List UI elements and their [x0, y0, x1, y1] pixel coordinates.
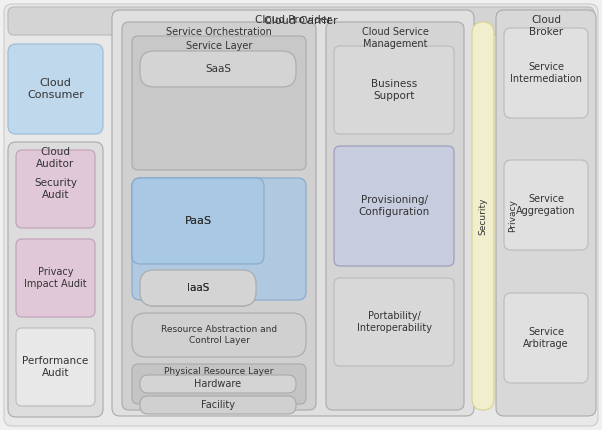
FancyBboxPatch shape [504, 28, 588, 118]
Text: Cloud
Consumer: Cloud Consumer [27, 78, 84, 100]
Text: Privacy: Privacy [509, 200, 518, 233]
FancyBboxPatch shape [504, 293, 588, 383]
Text: Security
Audit: Security Audit [34, 178, 77, 200]
Text: Resource Abstraction and
Control Layer: Resource Abstraction and Control Layer [161, 326, 277, 345]
Text: Cloud
Broker: Cloud Broker [529, 15, 563, 37]
Text: Service
Intermediation: Service Intermediation [510, 62, 582, 84]
FancyBboxPatch shape [132, 36, 306, 170]
Text: Cloud Service
Management: Cloud Service Management [362, 27, 429, 49]
FancyBboxPatch shape [132, 178, 306, 300]
FancyBboxPatch shape [16, 239, 95, 317]
FancyBboxPatch shape [8, 142, 103, 417]
Text: SaaS: SaaS [205, 64, 231, 74]
Text: Security: Security [479, 197, 488, 235]
FancyBboxPatch shape [504, 160, 588, 250]
Text: Business
Support: Business Support [371, 79, 417, 101]
Text: Service
Arbitrage: Service Arbitrage [523, 327, 569, 349]
FancyBboxPatch shape [326, 22, 464, 410]
Text: Privacy
Impact Audit: Privacy Impact Audit [24, 267, 87, 289]
FancyBboxPatch shape [140, 270, 256, 306]
FancyBboxPatch shape [140, 51, 296, 87]
FancyBboxPatch shape [502, 22, 524, 410]
Text: Hardware: Hardware [194, 379, 241, 389]
Text: Performance
Audit: Performance Audit [22, 356, 88, 378]
Text: PaaS: PaaS [184, 216, 211, 226]
Text: Service
Aggregation: Service Aggregation [517, 194, 576, 216]
Text: Cloud
Auditor: Cloud Auditor [36, 147, 75, 169]
Text: Provisioning/
Configuration: Provisioning/ Configuration [358, 195, 430, 217]
FancyBboxPatch shape [8, 7, 594, 35]
FancyBboxPatch shape [472, 22, 494, 410]
Text: Service Layer: Service Layer [186, 41, 252, 51]
Text: IaaS: IaaS [187, 283, 209, 293]
FancyBboxPatch shape [140, 396, 296, 414]
Text: Cloud Provider: Cloud Provider [255, 15, 331, 25]
Text: IaaS: IaaS [187, 283, 209, 293]
FancyBboxPatch shape [122, 22, 316, 410]
FancyBboxPatch shape [8, 44, 103, 134]
FancyBboxPatch shape [140, 270, 256, 306]
FancyBboxPatch shape [4, 4, 598, 426]
FancyBboxPatch shape [132, 178, 264, 264]
FancyBboxPatch shape [140, 375, 296, 393]
Text: Service Orchestration: Service Orchestration [166, 27, 272, 37]
FancyBboxPatch shape [334, 146, 454, 266]
FancyBboxPatch shape [132, 178, 264, 264]
FancyBboxPatch shape [16, 328, 95, 406]
Text: Cloud Carrier: Cloud Carrier [264, 16, 338, 26]
FancyBboxPatch shape [112, 10, 474, 416]
Text: PaaS: PaaS [184, 216, 211, 226]
FancyBboxPatch shape [16, 150, 95, 228]
FancyBboxPatch shape [334, 278, 454, 366]
Text: Facility: Facility [201, 400, 235, 410]
Text: Physical Resource Layer: Physical Resource Layer [164, 367, 274, 376]
FancyBboxPatch shape [132, 313, 306, 357]
FancyBboxPatch shape [334, 46, 454, 134]
Text: Portability/
Interoperability: Portability/ Interoperability [356, 311, 432, 333]
FancyBboxPatch shape [496, 10, 596, 416]
FancyBboxPatch shape [132, 364, 306, 404]
